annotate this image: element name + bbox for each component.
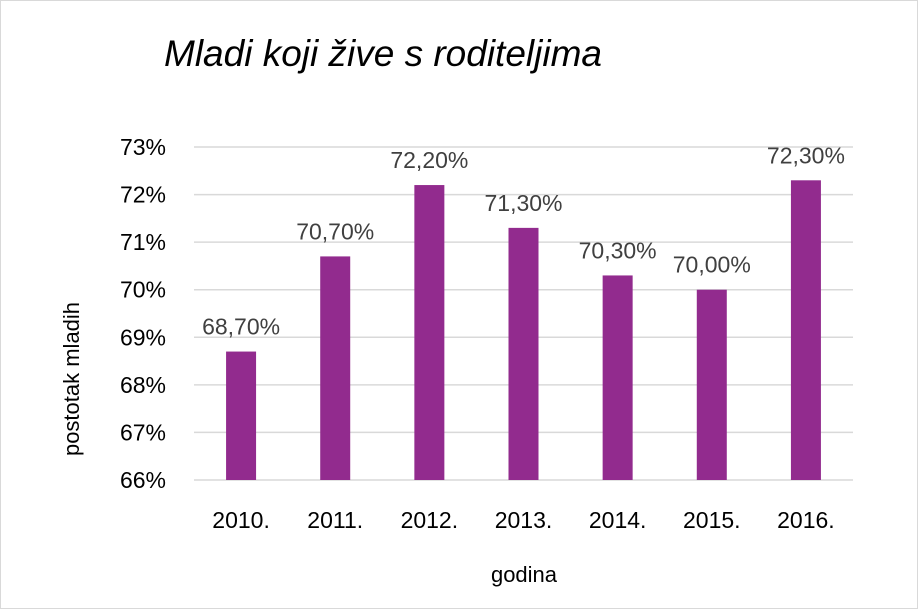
y-axis-title: postotak mladih (59, 302, 84, 456)
x-tick-label: 2014. (589, 507, 647, 533)
x-tick-label: 2010. (212, 507, 270, 533)
data-label: 68,70% (202, 314, 280, 340)
bars (226, 180, 821, 481)
x-tick-label: 2013. (495, 507, 553, 533)
bar (320, 256, 351, 480)
data-label: 70,00% (673, 252, 751, 278)
x-tick-label: 2011. (307, 507, 363, 533)
bar (508, 227, 539, 480)
data-label: 70,70% (296, 218, 374, 244)
y-tick-label: 71% (120, 229, 166, 255)
y-tick-label: 68% (120, 372, 166, 398)
data-labels: 68,70% 70,70% 72,20% 71,30% 70,30% 70,00% 72,3… (202, 142, 845, 339)
y-tick-label: 72% (120, 182, 166, 208)
bar (414, 185, 445, 481)
x-tick-label: 2012. (401, 507, 459, 533)
bar (226, 351, 257, 480)
bar (790, 180, 821, 481)
data-label: 70,30% (579, 237, 657, 263)
data-label: 72,30% (767, 142, 845, 168)
x-axis-title: godina (491, 562, 558, 587)
bar (696, 289, 727, 480)
y-tick-label: 66% (120, 467, 166, 493)
chart-title: Mladi koji žive s roditeljima (164, 33, 602, 74)
y-axis-ticks: 66% 67% 68% 69% 70% 71% 72% 73% (120, 134, 166, 493)
data-label: 71,30% (484, 190, 562, 216)
y-tick-label: 67% (120, 419, 166, 445)
bar (602, 275, 633, 480)
x-axis-ticks: 2010. 2011. 2012. 2013. 2014. 2015. 2016. (212, 507, 834, 533)
x-tick-label: 2016. (777, 507, 835, 533)
y-tick-label: 73% (120, 134, 166, 160)
x-tick-label: 2015. (683, 507, 741, 533)
data-label: 72,20% (390, 147, 468, 173)
y-tick-label: 70% (120, 277, 166, 303)
y-tick-label: 69% (120, 324, 166, 350)
